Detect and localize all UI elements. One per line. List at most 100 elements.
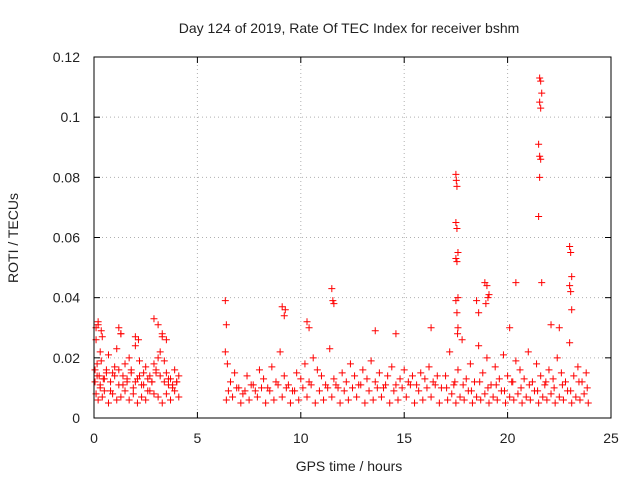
data-point — [543, 396, 551, 404]
data-point — [373, 384, 381, 392]
data-point — [315, 387, 323, 395]
data-point — [98, 333, 106, 341]
x-axis-label: GPS time / hours — [296, 458, 403, 474]
data-point — [140, 381, 148, 389]
data-point — [175, 372, 183, 380]
data-point — [282, 384, 290, 392]
data-point — [575, 378, 583, 386]
data-point — [371, 378, 379, 386]
data-point — [231, 369, 239, 377]
data-point — [142, 363, 150, 371]
data-point — [229, 393, 237, 401]
data-point — [299, 384, 307, 392]
data-point — [417, 369, 425, 377]
data-point — [221, 297, 229, 305]
data-point — [536, 173, 544, 181]
data-point — [539, 393, 547, 401]
data-point — [396, 375, 404, 383]
data-point — [107, 378, 115, 386]
data-point — [489, 393, 497, 401]
data-point — [535, 399, 543, 407]
data-point — [388, 363, 396, 371]
data-point — [558, 381, 566, 389]
data-point — [512, 279, 520, 287]
data-point — [131, 378, 139, 386]
data-point — [328, 285, 336, 293]
data-point — [392, 381, 400, 389]
data-point — [382, 381, 390, 389]
data-point — [452, 218, 460, 226]
data-point — [398, 384, 406, 392]
data-point — [460, 396, 468, 404]
data-point — [173, 378, 181, 386]
data-point — [280, 312, 288, 320]
data-point — [96, 348, 104, 356]
data-point — [281, 306, 289, 314]
data-point — [500, 387, 508, 395]
data-point — [566, 243, 574, 251]
data-point — [291, 387, 299, 395]
data-point — [566, 282, 574, 290]
data-point — [268, 363, 276, 371]
data-point — [309, 354, 317, 362]
data-point — [485, 399, 493, 407]
data-point — [221, 348, 229, 356]
data-point — [567, 387, 575, 395]
data-point — [525, 381, 533, 389]
data-point — [169, 381, 177, 389]
data-point — [537, 104, 545, 112]
data-point — [384, 372, 392, 380]
data-point — [295, 396, 303, 404]
data-point — [446, 348, 454, 356]
data-point — [127, 369, 135, 377]
data-point — [454, 249, 462, 257]
data-point — [450, 381, 458, 389]
data-point — [115, 324, 123, 332]
data-point — [454, 324, 462, 332]
data-point — [518, 399, 526, 407]
data-point — [129, 384, 137, 392]
data-point — [133, 399, 141, 407]
data-point — [535, 140, 543, 148]
data-point — [504, 372, 512, 380]
data-point — [222, 396, 230, 404]
data-point — [576, 396, 584, 404]
data-point — [113, 345, 121, 353]
data-point — [125, 396, 133, 404]
data-point — [567, 249, 575, 257]
data-point — [454, 330, 462, 338]
x-tick-label: 15 — [396, 430, 412, 446]
data-point — [93, 360, 101, 368]
data-point — [423, 384, 431, 392]
data-point — [568, 273, 576, 281]
data-point — [537, 372, 545, 380]
data-point — [454, 366, 462, 374]
data-point — [98, 393, 106, 401]
data-point — [131, 342, 139, 350]
data-point — [443, 384, 451, 392]
data-point — [433, 372, 441, 380]
data-point — [458, 336, 466, 344]
data-point — [276, 348, 284, 356]
data-point — [551, 399, 559, 407]
data-point — [303, 318, 311, 326]
data-point — [125, 354, 133, 362]
data-point — [171, 366, 179, 374]
data-point — [94, 318, 102, 326]
chart-title: Day 124 of 2019, Rate Of TEC Index for r… — [179, 20, 520, 36]
data-point — [154, 354, 162, 362]
x-tick-label: 5 — [194, 430, 202, 446]
data-point — [349, 384, 356, 392]
data-point — [541, 381, 549, 389]
data-point — [357, 381, 365, 389]
data-point — [97, 357, 105, 365]
data-point — [550, 384, 558, 392]
data-point — [121, 387, 129, 395]
data-point — [162, 369, 170, 377]
data-point — [253, 393, 261, 401]
data-point — [491, 363, 499, 371]
data-point — [142, 396, 150, 404]
data-point — [266, 387, 274, 395]
data-point — [392, 330, 400, 338]
data-point — [483, 282, 491, 290]
